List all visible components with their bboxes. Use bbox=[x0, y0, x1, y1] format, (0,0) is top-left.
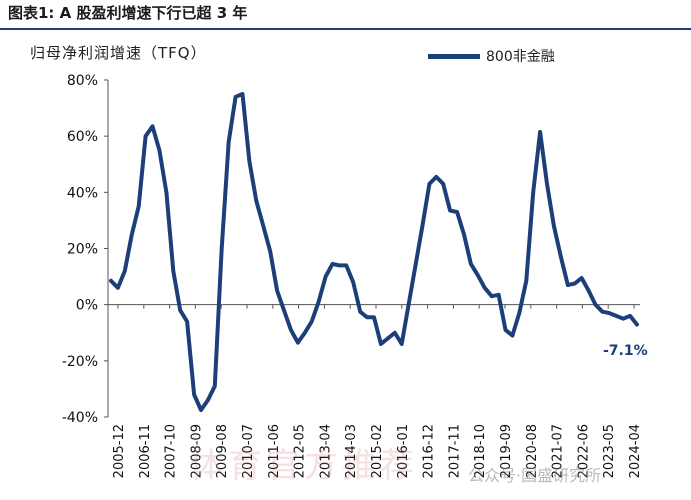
last-value-annotation: -7.1% bbox=[603, 343, 648, 359]
legend-swatch bbox=[428, 53, 480, 59]
watermark: 体育官方推荐 bbox=[190, 446, 418, 486]
x-tick-label: 2010-07 bbox=[241, 424, 256, 478]
x-tick-label: 2007-10 bbox=[164, 424, 179, 478]
x-tick-label: 2022-06 bbox=[576, 424, 591, 478]
y-tick-label: -40% bbox=[62, 410, 98, 426]
x-tick-label: 2005-12 bbox=[112, 424, 127, 478]
x-tick-label: 2016-01 bbox=[396, 424, 411, 478]
x-tick-label: 2015-02 bbox=[370, 424, 385, 478]
y-tick-label: 0% bbox=[76, 298, 98, 314]
x-tick-label: 2018-10 bbox=[473, 424, 488, 478]
x-tick-label: 2008-09 bbox=[189, 424, 204, 478]
legend-label: 800非金融 bbox=[486, 49, 555, 65]
x-tick-label: 2019-09 bbox=[499, 424, 514, 478]
x-tick-label: 2012-05 bbox=[293, 424, 308, 478]
figure-title: 图表1: A 股盈利增速下行已超 3 年 bbox=[8, 4, 248, 22]
y-tick-label: 60% bbox=[67, 129, 98, 145]
y-tick-label: 80% bbox=[67, 73, 98, 89]
series-line bbox=[109, 92, 639, 412]
x-tick-label: 2017-11 bbox=[447, 424, 462, 478]
y-tick-label: 20% bbox=[67, 242, 98, 258]
y-tick-label: -20% bbox=[62, 354, 98, 370]
legend: 800非金融 bbox=[428, 46, 555, 66]
x-tick-label: 2011-06 bbox=[267, 424, 282, 478]
title-rule bbox=[0, 28, 691, 30]
x-tick-label: 2014-03 bbox=[344, 424, 359, 478]
y-tick-label: 40% bbox=[67, 185, 98, 201]
watermark-secondary: 公众号·国盛研究所 bbox=[468, 466, 602, 485]
x-tick-label: 2020-08 bbox=[525, 424, 540, 478]
x-tick-label: 2013-04 bbox=[318, 424, 333, 478]
y-axis-title: 归母净利润增速（TFQ） bbox=[30, 44, 207, 62]
x-tick-label: 2024-04 bbox=[628, 424, 643, 478]
x-tick-label: 2009-08 bbox=[215, 424, 230, 478]
x-tick-label: 2023-05 bbox=[602, 424, 617, 478]
x-tick-label: 2006-11 bbox=[138, 424, 153, 478]
x-tick-label: 2016-12 bbox=[422, 424, 437, 478]
x-tick-label: 2021-07 bbox=[551, 424, 566, 478]
